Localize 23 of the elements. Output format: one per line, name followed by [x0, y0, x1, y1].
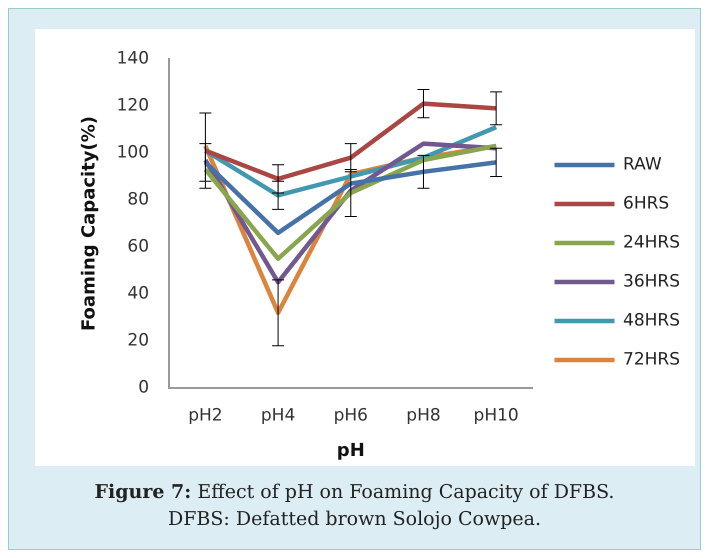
caption: Figure 7: Effect of pH on Foaming Capacity of DFBS.	[94, 480, 616, 505]
y-tick-label: 80	[127, 189, 150, 210]
legend-label: 24HRS	[623, 232, 680, 252]
y-tick-label: 140	[116, 48, 150, 68]
x-tick-label: pH2	[188, 406, 223, 426]
x-tick-label: pH10	[474, 406, 519, 426]
x-axis-title: pH	[336, 440, 365, 461]
legend-label: 6HRS	[623, 193, 670, 214]
legend-label: RAW	[623, 154, 662, 174]
legend-label: 48HRS	[623, 310, 680, 330]
x-tick-label: pH6	[334, 406, 368, 426]
y-axis-title: Foaming Capacity(%)	[78, 116, 100, 332]
y-tick-label: 60	[127, 236, 150, 256]
x-tick-label: pH4	[260, 406, 296, 426]
legend-label: 72HRS	[623, 349, 680, 370]
x-tick-label: pH8	[406, 406, 441, 426]
y-tick-label: 100	[116, 142, 150, 162]
text: DFBS: Defatted brown Solojo Cowpea.	[167, 507, 542, 532]
y-tick-label: 120	[116, 95, 150, 116]
y-tick-label: 0	[138, 377, 150, 398]
y-tick-label: 20	[127, 330, 150, 350]
y-tick-label: 40	[127, 283, 150, 304]
legend-label: 36HRS	[623, 271, 680, 292]
